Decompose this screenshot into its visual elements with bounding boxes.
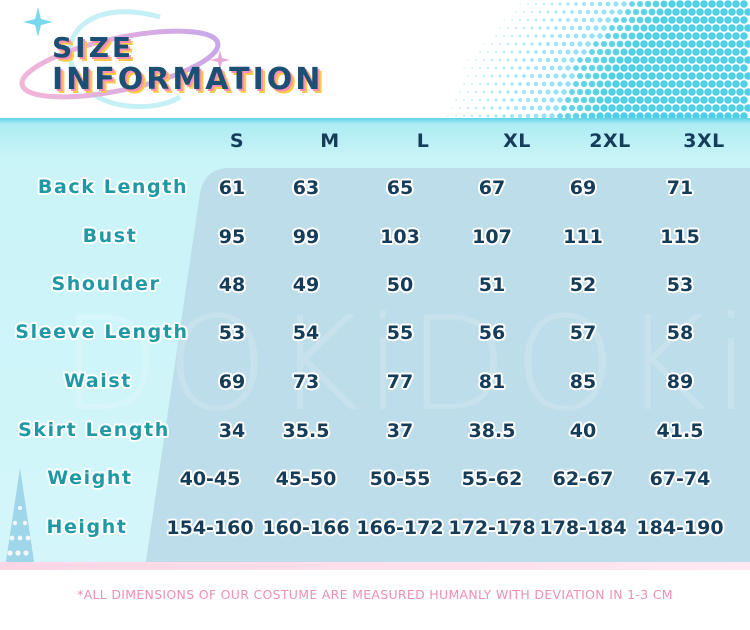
measurement-footnote: *ALL DIMENSIONS OF OUR COSTUME ARE MEASU…	[77, 587, 673, 602]
table-cell: 73	[292, 371, 320, 393]
table-cell: 65	[386, 177, 414, 199]
table-cell: 40-45	[179, 468, 241, 490]
table-cell: 56	[478, 322, 506, 344]
row-label-back-length: Back Length	[37, 176, 189, 198]
column-header-m: M	[320, 130, 340, 152]
table-cell: 85	[569, 371, 597, 393]
row-label-skirt-length: Skirt Length	[18, 419, 170, 441]
table-cell: 103	[380, 226, 420, 248]
table-cell: 61	[218, 177, 246, 199]
row-label-weight: Weight	[47, 467, 133, 489]
table-cell: 53	[666, 274, 694, 296]
sparkle-icon	[23, 7, 53, 37]
table-cell: 63	[292, 177, 320, 199]
header-banner: SIZE INFORMATION	[0, 0, 750, 118]
row-label-waist: Waist	[63, 370, 132, 392]
table-cell: 67-74	[649, 468, 711, 490]
table-cell: 77	[386, 371, 414, 393]
table-cell: 81	[478, 371, 506, 393]
table-cell: 53	[218, 322, 246, 344]
table-cell: 71	[666, 177, 694, 199]
table-cell: 69	[569, 177, 597, 199]
column-header-s: S	[229, 130, 245, 152]
table-cell: 166-172	[356, 517, 444, 539]
footer-divider	[0, 562, 750, 570]
row-label-sleeve-length: Sleeve Length	[15, 321, 189, 343]
row-label-height: Height	[46, 516, 128, 538]
sparkle-icon	[210, 50, 230, 70]
table-cell: 107	[472, 226, 512, 248]
table-value-panel	[145, 168, 750, 568]
table-cell: 49	[292, 274, 320, 296]
row-label-shoulder: Shoulder	[51, 273, 161, 295]
table-cell: 38.5	[468, 420, 516, 442]
table-cell: 50-55	[369, 468, 431, 490]
table-cell: 62-67	[552, 468, 614, 490]
row-label-bust: Bust	[82, 225, 138, 247]
table-cell: 50	[386, 274, 414, 296]
table-cell: 99	[292, 226, 320, 248]
column-header-2xl: 2XL	[589, 130, 631, 152]
table-cell: 51	[478, 274, 506, 296]
table-cell: 67	[478, 177, 506, 199]
table-cell: 178-184	[539, 517, 627, 539]
table-cell: 54	[292, 322, 320, 344]
page-title-information: INFORMATION	[52, 62, 324, 97]
table-cell: 172-178	[448, 517, 536, 539]
table-cell: 69	[218, 371, 246, 393]
table-cell: 115	[660, 226, 700, 248]
table-cell: 48	[218, 274, 246, 296]
planet-ring-decoration	[19, 7, 230, 110]
table-cell: 154-160	[166, 517, 254, 539]
table-cell: 55-62	[461, 468, 523, 490]
table-cell: 184-190	[636, 517, 724, 539]
table-cell: 57	[569, 322, 597, 344]
column-header-l: L	[416, 130, 430, 152]
table-cell: 34	[218, 420, 246, 442]
table-cell: 52	[569, 274, 597, 296]
table-cell: 55	[386, 322, 414, 344]
table-cell: 95	[218, 226, 246, 248]
table-cell: 58	[666, 322, 694, 344]
page-title-size: SIZE	[52, 31, 135, 64]
table-cell: 45-50	[275, 468, 337, 490]
table-cell: 40	[569, 420, 597, 442]
spire-decoration	[5, 468, 35, 568]
column-header-xl: XL	[503, 130, 531, 152]
table-cell: 89	[666, 371, 694, 393]
table-cell: 111	[563, 226, 603, 248]
table-cell: 37	[386, 420, 414, 442]
brand-watermark: DOKiDOKi	[60, 288, 750, 440]
column-header-3xl: 3XL	[683, 130, 725, 152]
table-cell: 160-166	[262, 517, 350, 539]
halftone-pattern	[447, 0, 750, 118]
table-cell: 41.5	[656, 420, 704, 442]
table-cell: 35.5	[282, 420, 330, 442]
size-table: DOKiDOKi S M L XL 2XL 3XL Back Length 61 63 65 67 6…	[0, 118, 750, 568]
